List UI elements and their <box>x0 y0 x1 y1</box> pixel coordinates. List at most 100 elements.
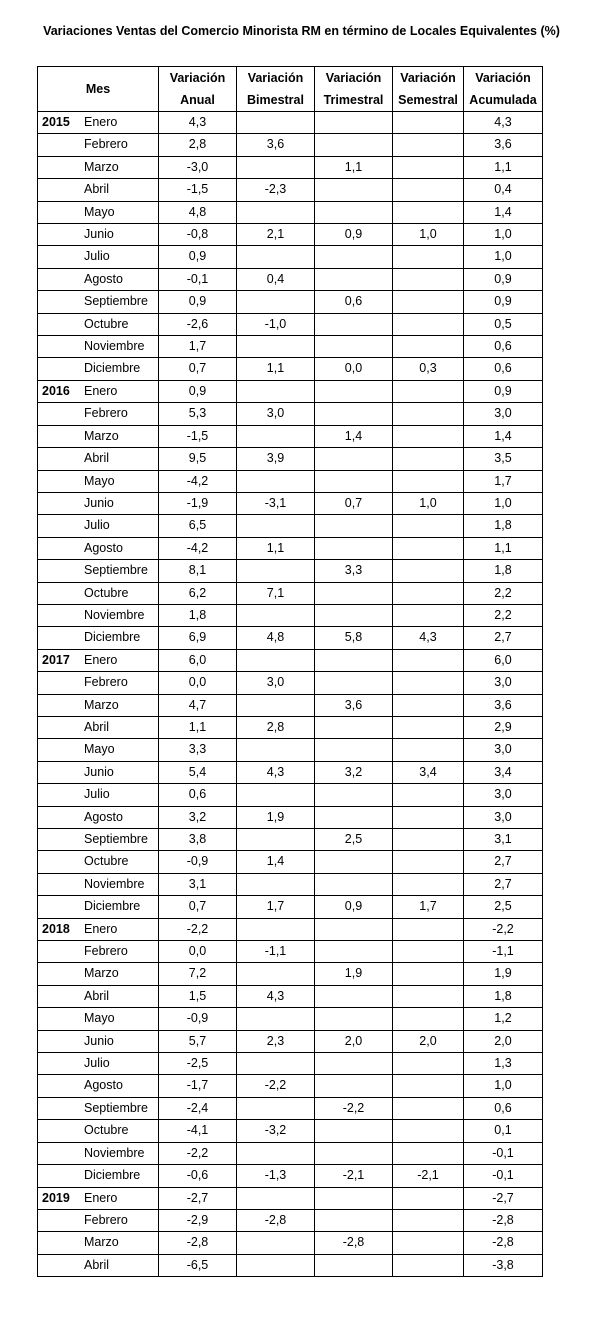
table-row: Octubre -4,1 -3,2 0,1 <box>37 1119 543 1143</box>
anual-cell: 7,2 <box>158 962 237 986</box>
trimestral-cell: 1,1 <box>314 155 393 180</box>
table-row: Febrero 2,8 3,6 3,6 <box>37 133 543 157</box>
trimestral-cell <box>314 1253 393 1278</box>
semestral-cell <box>392 402 464 426</box>
trimestral-cell: 0,9 <box>314 223 393 247</box>
acumulada-cell: 2,7 <box>463 850 543 874</box>
month-cell: Julio <box>82 1052 159 1076</box>
acumulada-cell: 0,6 <box>463 335 543 359</box>
acumulada-cell: 1,0 <box>463 491 543 516</box>
bimestral-cell: 1,1 <box>236 357 315 381</box>
table-row: Marzo 7,2 1,9 1,9 <box>37 962 543 986</box>
acumulada-cell: 3,1 <box>463 827 543 852</box>
header-semestral-line2: Semestral <box>398 93 458 107</box>
trimestral-cell <box>314 402 393 426</box>
acumulada-cell: -3,8 <box>463 1253 543 1278</box>
semestral-cell <box>392 1096 464 1121</box>
table-row: Febrero 0,0 -1,1 -1,1 <box>37 940 543 964</box>
trimestral-cell: 3,3 <box>314 559 393 583</box>
semestral-cell <box>392 648 464 673</box>
bimestral-cell <box>236 1253 315 1278</box>
anual-cell: -2,7 <box>158 1186 237 1210</box>
acumulada-cell: 6,0 <box>463 648 543 673</box>
semestral-cell <box>392 917 464 942</box>
bimestral-cell <box>236 290 315 314</box>
trimestral-cell: 2,5 <box>314 827 393 852</box>
bimestral-cell <box>236 917 315 942</box>
semestral-cell <box>392 1074 464 1098</box>
month-cell: Mayo <box>82 469 159 493</box>
header-trimestral-line1: Variación <box>325 71 382 85</box>
header-bimestral: Variación Bimestral <box>236 66 315 112</box>
table-row: Mayo 4,8 1,4 <box>37 200 543 225</box>
anual-cell: -6,5 <box>158 1253 237 1278</box>
semestral-cell <box>392 536 464 561</box>
trimestral-cell <box>314 1007 393 1031</box>
semestral-cell <box>392 1231 464 1255</box>
bimestral-cell <box>236 962 315 986</box>
year-cell <box>37 1231 82 1255</box>
anual-cell: -0,8 <box>158 223 237 247</box>
trimestral-cell <box>314 200 393 225</box>
month-cell: Abril <box>82 447 159 471</box>
acumulada-cell: 3,0 <box>463 783 543 807</box>
year-cell <box>37 1253 82 1278</box>
table-row: Abril 9,5 3,9 3,5 <box>37 447 543 471</box>
month-cell: Julio <box>82 245 159 269</box>
semestral-cell <box>392 514 464 538</box>
acumulada-cell: 3,6 <box>463 693 543 717</box>
table-row: Marzo -3,0 1,1 1,1 <box>37 155 543 180</box>
semestral-cell <box>392 110 464 135</box>
acumulada-cell: -1,1 <box>463 940 543 964</box>
trimestral-cell <box>314 447 393 471</box>
header-mes: Mes <box>37 66 159 112</box>
year-cell <box>37 178 82 202</box>
month-cell: Mayo <box>82 738 159 762</box>
month-cell: Octubre <box>82 850 159 874</box>
month-cell: Noviembre <box>82 872 159 897</box>
bimestral-cell: -2,3 <box>236 178 315 202</box>
year-cell: 2018 <box>37 917 82 942</box>
year-cell <box>37 962 82 986</box>
anual-cell: -0,6 <box>158 1164 237 1188</box>
semestral-cell <box>392 693 464 717</box>
anual-cell: -2,9 <box>158 1208 237 1233</box>
bimestral-cell: 3,9 <box>236 447 315 471</box>
trimestral-cell <box>314 1141 393 1166</box>
sales-variation-table: Mes Variación Anual Variación Bimestral … <box>37 66 543 1278</box>
anual-cell: -3,0 <box>158 155 237 180</box>
semestral-cell <box>392 1208 464 1233</box>
table-row: Marzo 4,7 3,6 3,6 <box>37 693 543 717</box>
table-row: Abril -6,5 -3,8 <box>37 1253 543 1278</box>
acumulada-cell: 1,9 <box>463 962 543 986</box>
anual-cell: 1,5 <box>158 984 237 1009</box>
month-cell: Julio <box>82 783 159 807</box>
anual-cell: -4,1 <box>158 1119 237 1143</box>
semestral-cell <box>392 715 464 740</box>
semestral-cell <box>392 1186 464 1210</box>
table-row: Septiembre 8,1 3,3 1,8 <box>37 559 543 583</box>
month-cell: Junio <box>82 1029 159 1054</box>
trimestral-cell <box>314 940 393 964</box>
table-row: Agosto -0,1 0,4 0,9 <box>37 267 543 292</box>
year-cell <box>37 738 82 762</box>
header-bimestral-line2: Bimestral <box>247 93 304 107</box>
month-cell: Febrero <box>82 1208 159 1233</box>
bimestral-cell <box>236 379 315 404</box>
month-cell: Noviembre <box>82 335 159 359</box>
trimestral-cell <box>314 872 393 897</box>
month-cell: Enero <box>82 648 159 673</box>
trimestral-cell <box>314 648 393 673</box>
year-cell <box>37 805 82 830</box>
semestral-cell <box>392 312 464 337</box>
year-cell <box>37 715 82 740</box>
semestral-cell <box>392 827 464 852</box>
bimestral-cell: 0,4 <box>236 267 315 292</box>
year-cell <box>37 223 82 247</box>
table-row: Noviembre 1,8 2,2 <box>37 603 543 628</box>
month-cell: Enero <box>82 1186 159 1210</box>
trimestral-cell <box>314 469 393 493</box>
anual-cell: 5,4 <box>158 760 237 785</box>
bimestral-cell: 3,0 <box>236 402 315 426</box>
year-cell <box>37 1074 82 1098</box>
